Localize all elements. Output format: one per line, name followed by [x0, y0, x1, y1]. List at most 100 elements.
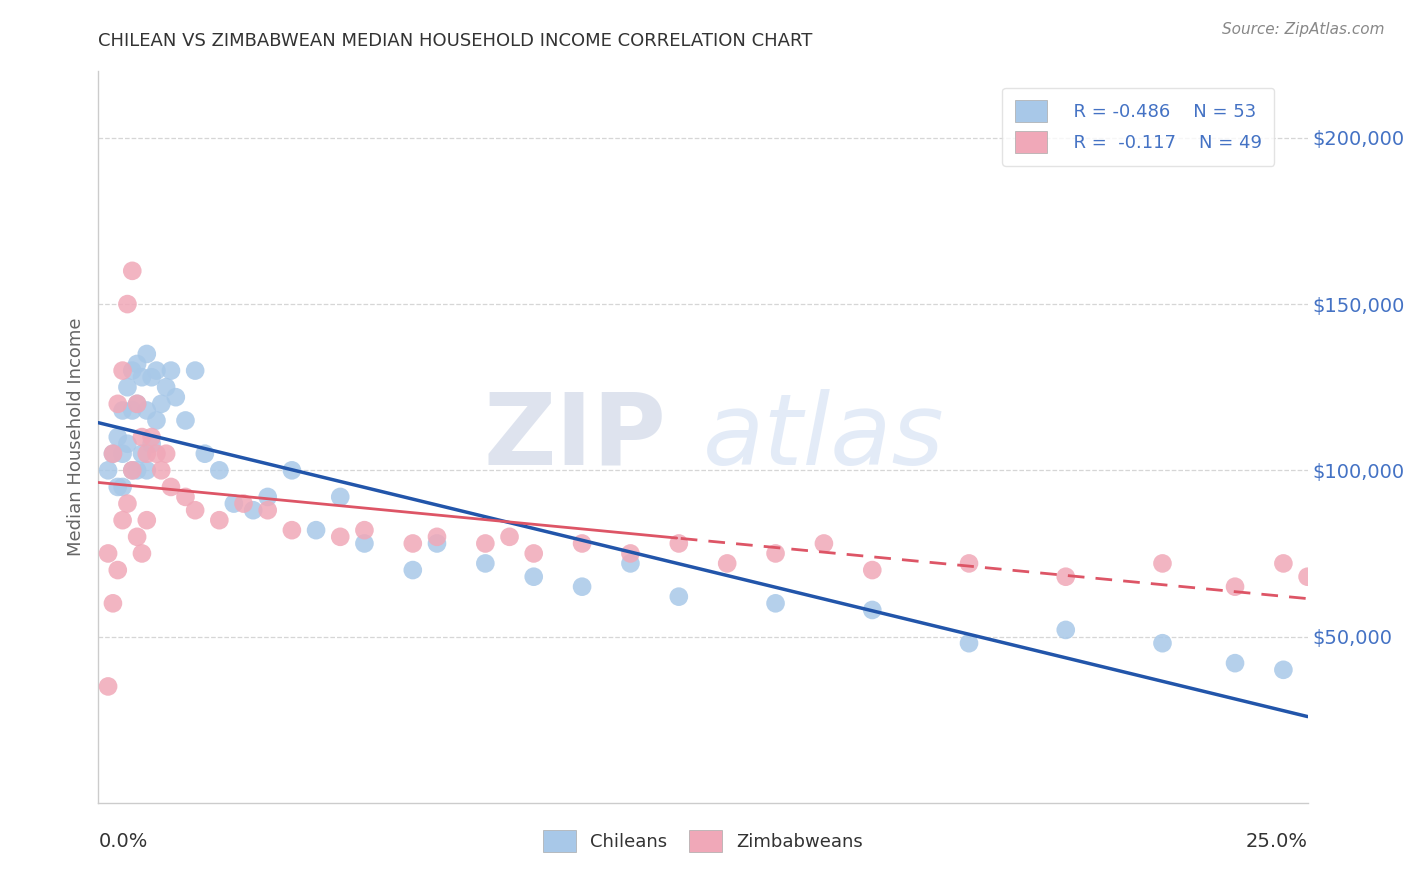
Point — [145, 363, 167, 377]
Legend: Chileans, Zimbabweans: Chileans, Zimbabweans — [536, 823, 870, 860]
Point — [101, 596, 124, 610]
Text: CHILEAN VS ZIMBABWEAN MEDIAN HOUSEHOLD INCOME CORRELATION CHART: CHILEAN VS ZIMBABWEAN MEDIAN HOUSEHOLD I… — [98, 32, 813, 50]
Point — [160, 363, 183, 377]
Point — [523, 570, 546, 584]
Point — [426, 536, 449, 550]
Point — [208, 463, 231, 477]
Point — [353, 523, 375, 537]
Point — [121, 363, 143, 377]
Point — [97, 463, 120, 477]
Point — [107, 397, 129, 411]
Point — [160, 480, 183, 494]
Point — [1223, 580, 1246, 594]
Point — [208, 513, 231, 527]
Point — [101, 447, 124, 461]
Point — [107, 430, 129, 444]
Point — [150, 463, 173, 477]
Point — [150, 397, 173, 411]
Point — [1223, 656, 1246, 670]
Point — [111, 480, 134, 494]
Point — [121, 264, 143, 278]
Point — [135, 463, 157, 477]
Point — [131, 370, 153, 384]
Point — [353, 536, 375, 550]
Point — [131, 447, 153, 461]
Point — [135, 347, 157, 361]
Point — [1152, 557, 1174, 571]
Point — [135, 403, 157, 417]
Point — [131, 430, 153, 444]
Y-axis label: Median Household Income: Median Household Income — [66, 318, 84, 557]
Point — [141, 436, 163, 450]
Point — [135, 513, 157, 527]
Point — [1272, 663, 1295, 677]
Point — [131, 546, 153, 560]
Point — [145, 413, 167, 427]
Point — [194, 447, 217, 461]
Point — [121, 463, 143, 477]
Point — [117, 380, 139, 394]
Point — [571, 580, 593, 594]
Point — [498, 530, 520, 544]
Point — [619, 546, 641, 560]
Point — [1054, 570, 1077, 584]
Point — [232, 497, 254, 511]
Point — [402, 536, 425, 550]
Point — [957, 636, 980, 650]
Text: Source: ZipAtlas.com: Source: ZipAtlas.com — [1222, 22, 1385, 37]
Point — [222, 497, 245, 511]
Point — [860, 603, 883, 617]
Point — [111, 363, 134, 377]
Point — [135, 447, 157, 461]
Point — [426, 530, 449, 544]
Text: ZIP: ZIP — [484, 389, 666, 485]
Point — [813, 536, 835, 550]
Text: 0.0%: 0.0% — [98, 832, 148, 851]
Point — [256, 490, 278, 504]
Point — [97, 680, 120, 694]
Point — [127, 397, 149, 411]
Point — [117, 297, 139, 311]
Point — [117, 497, 139, 511]
Point — [117, 436, 139, 450]
Point — [155, 447, 177, 461]
Point — [1152, 636, 1174, 650]
Point — [619, 557, 641, 571]
Point — [111, 447, 134, 461]
Point — [1272, 557, 1295, 571]
Point — [860, 563, 883, 577]
Point — [474, 536, 496, 550]
Point — [111, 513, 134, 527]
Point — [716, 557, 738, 571]
Point — [127, 357, 149, 371]
Point — [97, 546, 120, 560]
Point — [1296, 570, 1319, 584]
Point — [184, 363, 207, 377]
Point — [165, 390, 187, 404]
Point — [155, 380, 177, 394]
Point — [256, 503, 278, 517]
Point — [668, 536, 690, 550]
Text: 25.0%: 25.0% — [1246, 832, 1308, 851]
Point — [174, 413, 197, 427]
Point — [121, 403, 143, 417]
Point — [571, 536, 593, 550]
Point — [765, 546, 787, 560]
Point — [111, 403, 134, 417]
Point — [107, 480, 129, 494]
Point — [402, 563, 425, 577]
Point — [305, 523, 328, 537]
Point — [107, 563, 129, 577]
Point — [174, 490, 197, 504]
Point — [1054, 623, 1077, 637]
Point — [145, 447, 167, 461]
Point — [141, 370, 163, 384]
Text: atlas: atlas — [703, 389, 945, 485]
Point — [281, 463, 304, 477]
Point — [523, 546, 546, 560]
Point — [101, 447, 124, 461]
Point — [184, 503, 207, 517]
Point — [668, 590, 690, 604]
Point — [127, 397, 149, 411]
Point — [329, 490, 352, 504]
